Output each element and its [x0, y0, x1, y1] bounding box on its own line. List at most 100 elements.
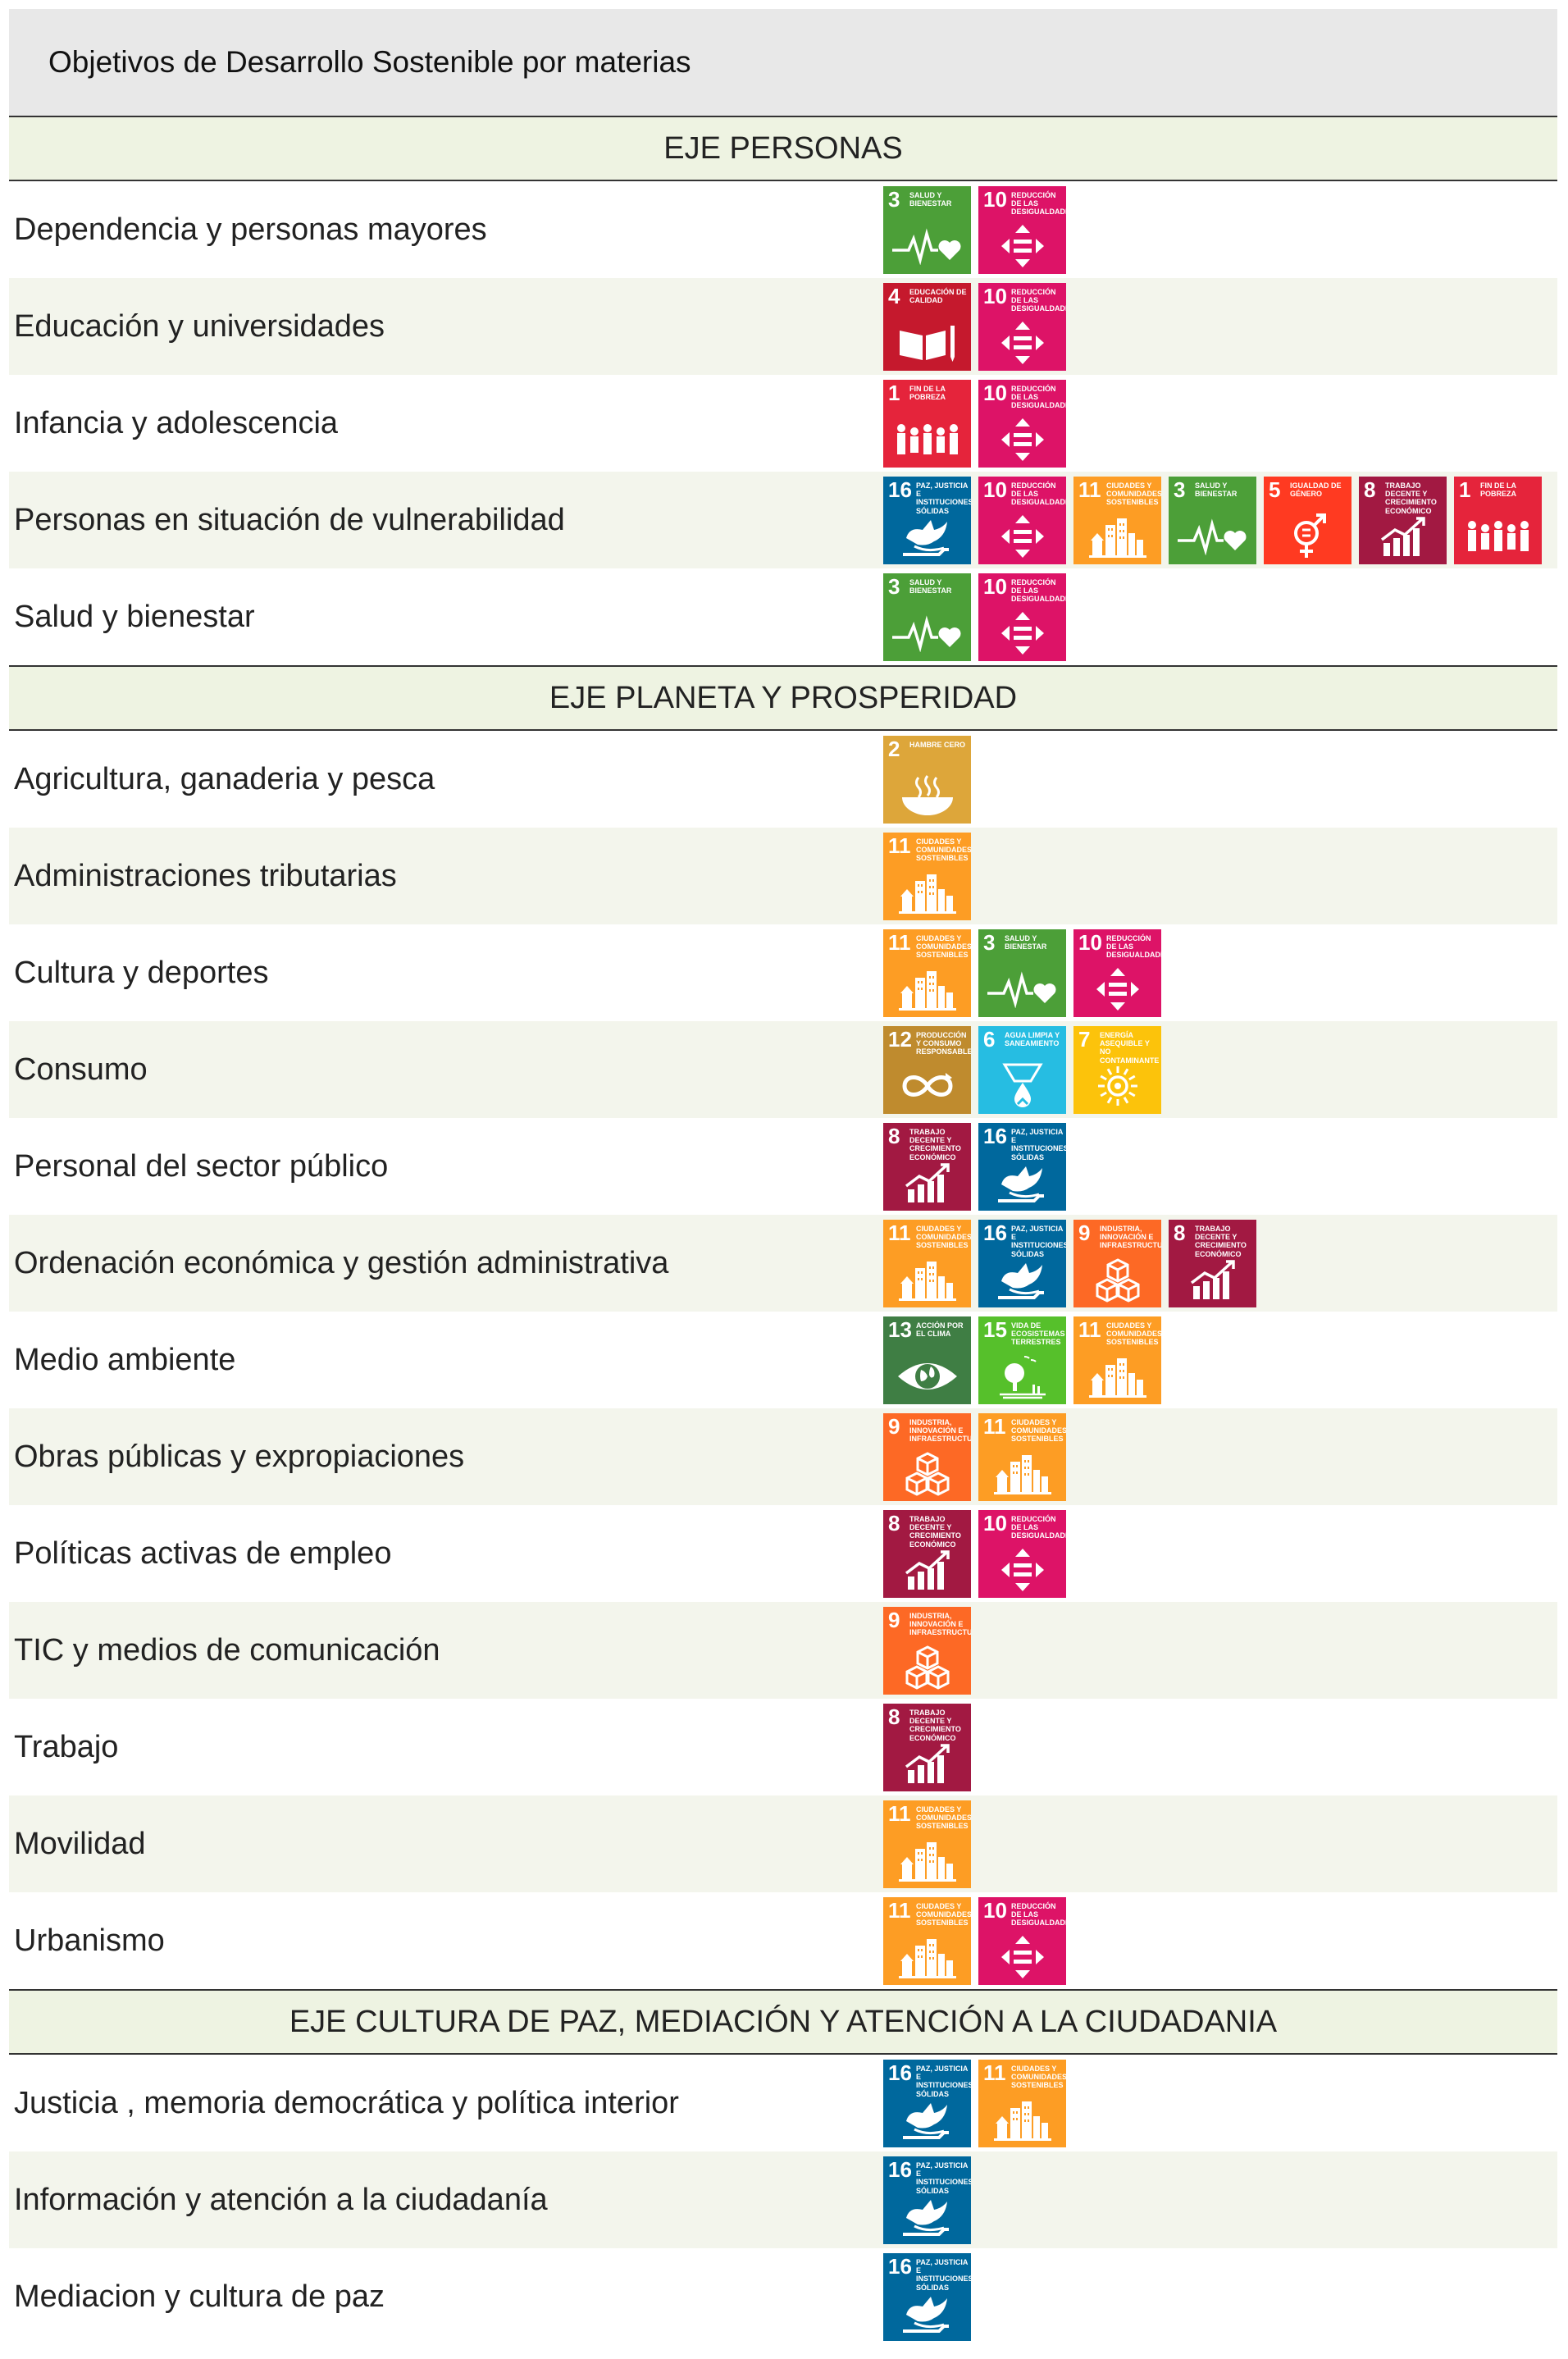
- sdg-label: REDUCCIÓN DE LAS DESIGUALDADES: [1106, 933, 1161, 960]
- tree-icon: [978, 1353, 1066, 1399]
- sdg-label: PAZ, JUSTICIA E INSTITUCIONES SÓLIDAS: [916, 2257, 971, 2292]
- row-label: Dependencia y personas mayores: [14, 212, 487, 247]
- sdg-1-family-icon: 1 FIN DE LA POBREZA: [1454, 476, 1542, 564]
- sdg-15-tree-icon: 15 VIDA DE ECOSISTEMAS TERRESTRES: [978, 1316, 1066, 1404]
- sdg-8-growth-icon: 8 TRABAJO DECENTE Y CRECIMIENTO ECONÓMICO: [883, 1509, 971, 1598]
- sdg-icons: 3 SALUD Y BIENESTAR 10 REDUCCIÓN DE LAS DES…: [883, 185, 1066, 274]
- table-row: Movilidad 11 CIUDADES Y COMUNIDADES SOSTEN…: [9, 1795, 1557, 1892]
- eye-globe-icon: [883, 1353, 971, 1399]
- equality-icon: [978, 223, 1066, 269]
- cubes-icon: [883, 1644, 971, 1690]
- sdg-label: INDUSTRIA, INNOVACIÓN E INFRAESTRUCTURA: [1100, 1224, 1161, 1250]
- row-label: Consumo: [14, 1052, 148, 1087]
- section-heading: EJE CULTURA DE PAZ, MEDIACIÓN Y ATENCIÓN…: [9, 1989, 1557, 2055]
- row-label: Administraciones tributarias: [14, 858, 397, 893]
- sdg-16-dove-icon: 16 PAZ, JUSTICIA E INSTITUCIONES SÓLIDAS: [978, 1219, 1066, 1307]
- sdg-label: SALUD Y BIENESTAR: [1195, 481, 1238, 498]
- sdg-11-city-icon: 11 CIUDADES Y COMUNIDADES SOSTENIBLES: [978, 2059, 1066, 2147]
- sdg-9-cubes-icon: 9 INDUSTRIA, INNOVACIÓN E INFRAESTRUCTURA: [883, 1606, 971, 1695]
- table-row: Administraciones tributarias 11 CIUDADES Y…: [9, 828, 1557, 924]
- sdg-number: 11: [888, 833, 911, 858]
- sdg-label: CIUDADES Y COMUNIDADES SOSTENIBLES: [916, 837, 971, 863]
- dove-icon: [883, 513, 971, 559]
- sdg-number: 10: [983, 477, 1007, 502]
- sdg-icons: 16 PAZ, JUSTICIA E INSTITUCIONES SÓLIDAS 1…: [883, 476, 1542, 564]
- sdg-number: 11: [888, 1800, 911, 1826]
- growth-icon: [1169, 1257, 1256, 1303]
- sdg-label: FIN DE LA POBREZA: [1480, 481, 1517, 498]
- sdg-11-city-icon: 11 CIUDADES Y COMUNIDADES SOSTENIBLES: [1073, 1316, 1161, 1404]
- city-icon: [883, 1257, 971, 1303]
- sdg-8-growth-icon: 8 TRABAJO DECENTE Y CRECIMIENTO ECONÓMICO: [883, 1703, 971, 1791]
- sdg-icons: 16 PAZ, JUSTICIA E INSTITUCIONES SÓLIDAS: [883, 2156, 971, 2244]
- row-label: Infancia y adolescencia: [14, 405, 339, 440]
- sdg-label: REDUCCIÓN DE LAS DESIGUALDADES: [1011, 287, 1066, 313]
- section-heading: EJE PLANETA Y PROSPERIDAD: [9, 665, 1557, 731]
- sdg-11-city-icon: 11 CIUDADES Y COMUNIDADES SOSTENIBLES: [883, 929, 971, 1017]
- water-icon: [978, 1063, 1066, 1109]
- sdg-number: 12: [888, 1026, 912, 1052]
- sdg-number: 10: [983, 1897, 1007, 1923]
- sdg-number: 2: [888, 736, 900, 761]
- row-label: Urbanismo: [14, 1923, 165, 1958]
- table-row: Consumo 12 PRODUCCIÓN Y CONSUMO RESPONSABL…: [9, 1021, 1557, 1118]
- sdg-label: CIUDADES Y COMUNIDADES SOSTENIBLES: [1011, 1417, 1066, 1444]
- row-label: Ordenación económica y gestión administr…: [14, 1245, 669, 1280]
- sdg-label: TRABAJO DECENTE Y CRECIMIENTO ECONÓMICO: [1195, 1224, 1247, 1258]
- city-icon: [1073, 1353, 1161, 1399]
- sdg-icons: 11 CIUDADES Y COMUNIDADES SOSTENIBLES: [883, 832, 971, 920]
- sdg-number: 7: [1078, 1026, 1091, 1052]
- sdg-label: CIUDADES Y COMUNIDADES SOSTENIBLES: [1106, 481, 1161, 507]
- table-title: Objetivos de Desarrollo Sostenible por m…: [9, 9, 1557, 116]
- sdg-3-heartbeat-icon: 3 SALUD Y BIENESTAR: [978, 929, 1066, 1017]
- sdg-number: 8: [888, 1123, 900, 1148]
- table-row: Información y atención a la ciudadanía 16…: [9, 2151, 1557, 2248]
- sdg-label: VIDA DE ECOSISTEMAS TERRESTRES: [1011, 1321, 1065, 1347]
- sdg-number: 16: [888, 2156, 912, 2182]
- sdg-number: 8: [888, 1704, 900, 1729]
- row-label: Cultura y deportes: [14, 955, 269, 990]
- equality-icon: [978, 1547, 1066, 1593]
- section-heading: EJE PERSONAS: [9, 116, 1557, 181]
- sdg-number: 6: [983, 1026, 996, 1052]
- sdg-label: SALUD Y BIENESTAR: [1005, 933, 1047, 951]
- sdg-9-cubes-icon: 9 INDUSTRIA, INNOVACIÓN E INFRAESTRUCTURA: [883, 1412, 971, 1501]
- sdg-number: 9: [888, 1607, 900, 1632]
- row-label: Mediacion y cultura de paz: [14, 2279, 385, 2314]
- sdg-label: PAZ, JUSTICIA E INSTITUCIONES SÓLIDAS: [916, 481, 971, 515]
- sdg-label: INDUSTRIA, INNOVACIÓN E INFRAESTRUCTURA: [909, 1611, 971, 1637]
- sdg-11-city-icon: 11 CIUDADES Y COMUNIDADES SOSTENIBLES: [883, 832, 971, 920]
- city-icon: [883, 1837, 971, 1883]
- sdg-number: 13: [888, 1316, 912, 1342]
- sdg-11-city-icon: 11 CIUDADES Y COMUNIDADES SOSTENIBLES: [883, 1896, 971, 1985]
- sdg-number: 11: [983, 1413, 1006, 1439]
- family-icon: [1454, 513, 1542, 559]
- sdg-label: PAZ, JUSTICIA E INSTITUCIONES SÓLIDAS: [916, 2064, 971, 2098]
- sdg-3-heartbeat-icon: 3 SALUD Y BIENESTAR: [883, 185, 971, 274]
- sdg-number: 16: [888, 2060, 912, 2085]
- sdg-number: 11: [888, 929, 911, 955]
- sdg-label: REDUCCIÓN DE LAS DESIGUALDADES: [1011, 190, 1066, 217]
- growth-icon: [883, 1160, 971, 1206]
- book-icon: [883, 320, 971, 366]
- equality-icon: [978, 417, 1066, 463]
- sdg-number: 9: [1078, 1220, 1091, 1245]
- sdg-9-cubes-icon: 9 INDUSTRIA, INNOVACIÓN E INFRAESTRUCTURA: [1073, 1219, 1161, 1307]
- sdg-icons: 9 INDUSTRIA, INNOVACIÓN E INFRAESTRUCTURA…: [883, 1412, 1066, 1501]
- equality-icon: [978, 1934, 1066, 1980]
- bowl-icon: [883, 773, 971, 819]
- sdg-number: 16: [983, 1123, 1007, 1148]
- table-row: Políticas activas de empleo 8 TRABAJO DECE…: [9, 1505, 1557, 1602]
- table-title-text: Objetivos de Desarrollo Sostenible por m…: [48, 45, 691, 79]
- growth-icon: [1359, 513, 1447, 559]
- sdg-label: EDUCACIÓN DE CALIDAD: [909, 287, 967, 304]
- sdg-icons: 4 EDUCACIÓN DE CALIDAD 10 REDUCCIÓN DE LAS …: [883, 282, 1066, 371]
- equality-icon: [978, 320, 1066, 366]
- sdg-number: 1: [1459, 477, 1471, 502]
- sdg-label: PRODUCCIÓN Y CONSUMO RESPONSABLES: [916, 1030, 971, 1056]
- sdg-label: ENERGÍA ASEQUIBLE Y NO CONTAMINANTE: [1100, 1030, 1160, 1065]
